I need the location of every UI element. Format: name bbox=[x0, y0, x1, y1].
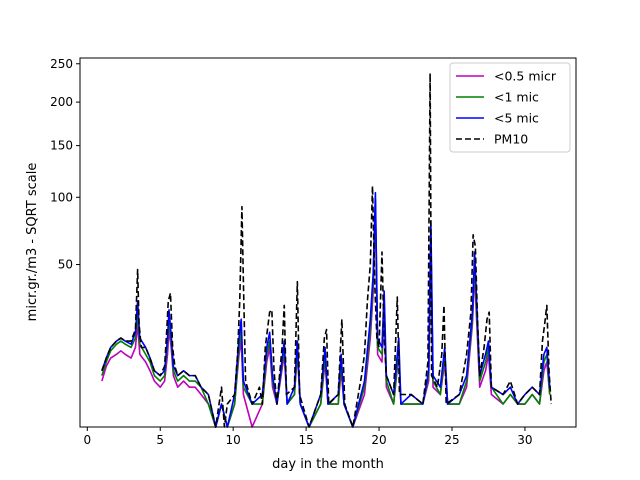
y-tick-label: 150 bbox=[50, 139, 73, 153]
y-tick-label: 100 bbox=[50, 190, 73, 204]
x-tick-label: 25 bbox=[444, 433, 459, 447]
legend-label: <0.5 micr bbox=[494, 69, 557, 84]
series-layer bbox=[101, 72, 552, 428]
legend-frame bbox=[449, 62, 571, 153]
x-tick-label: 5 bbox=[156, 433, 164, 447]
legend-label: <5 mic bbox=[494, 111, 539, 126]
legend-label: <1 mic bbox=[494, 90, 539, 105]
x-tick-label: 0 bbox=[83, 433, 91, 447]
x-axis-ticks: 0 5 10 15 20 25 30 bbox=[83, 427, 533, 447]
y-tick-label: 50 bbox=[58, 258, 73, 272]
y-axis-ticks: 50 100 150 200 250 bbox=[50, 57, 80, 272]
x-axis-label: day in the month bbox=[272, 457, 384, 472]
legend: <0.5 micr <1 mic <5 mic PM10 bbox=[449, 62, 571, 153]
y-tick-label: 200 bbox=[50, 95, 73, 109]
x-tick-label: 10 bbox=[226, 433, 241, 447]
y-axis-label: micr.gr./m3 - SQRT scale bbox=[25, 163, 40, 322]
y-tick-label: 250 bbox=[50, 57, 73, 71]
x-tick-label: 20 bbox=[371, 433, 386, 447]
legend-label: PM10 bbox=[494, 132, 528, 147]
axes-frame bbox=[79, 57, 577, 428]
series-line-3 bbox=[101, 72, 552, 428]
x-tick-label: 15 bbox=[298, 433, 313, 447]
x-tick-label: 30 bbox=[517, 433, 532, 447]
